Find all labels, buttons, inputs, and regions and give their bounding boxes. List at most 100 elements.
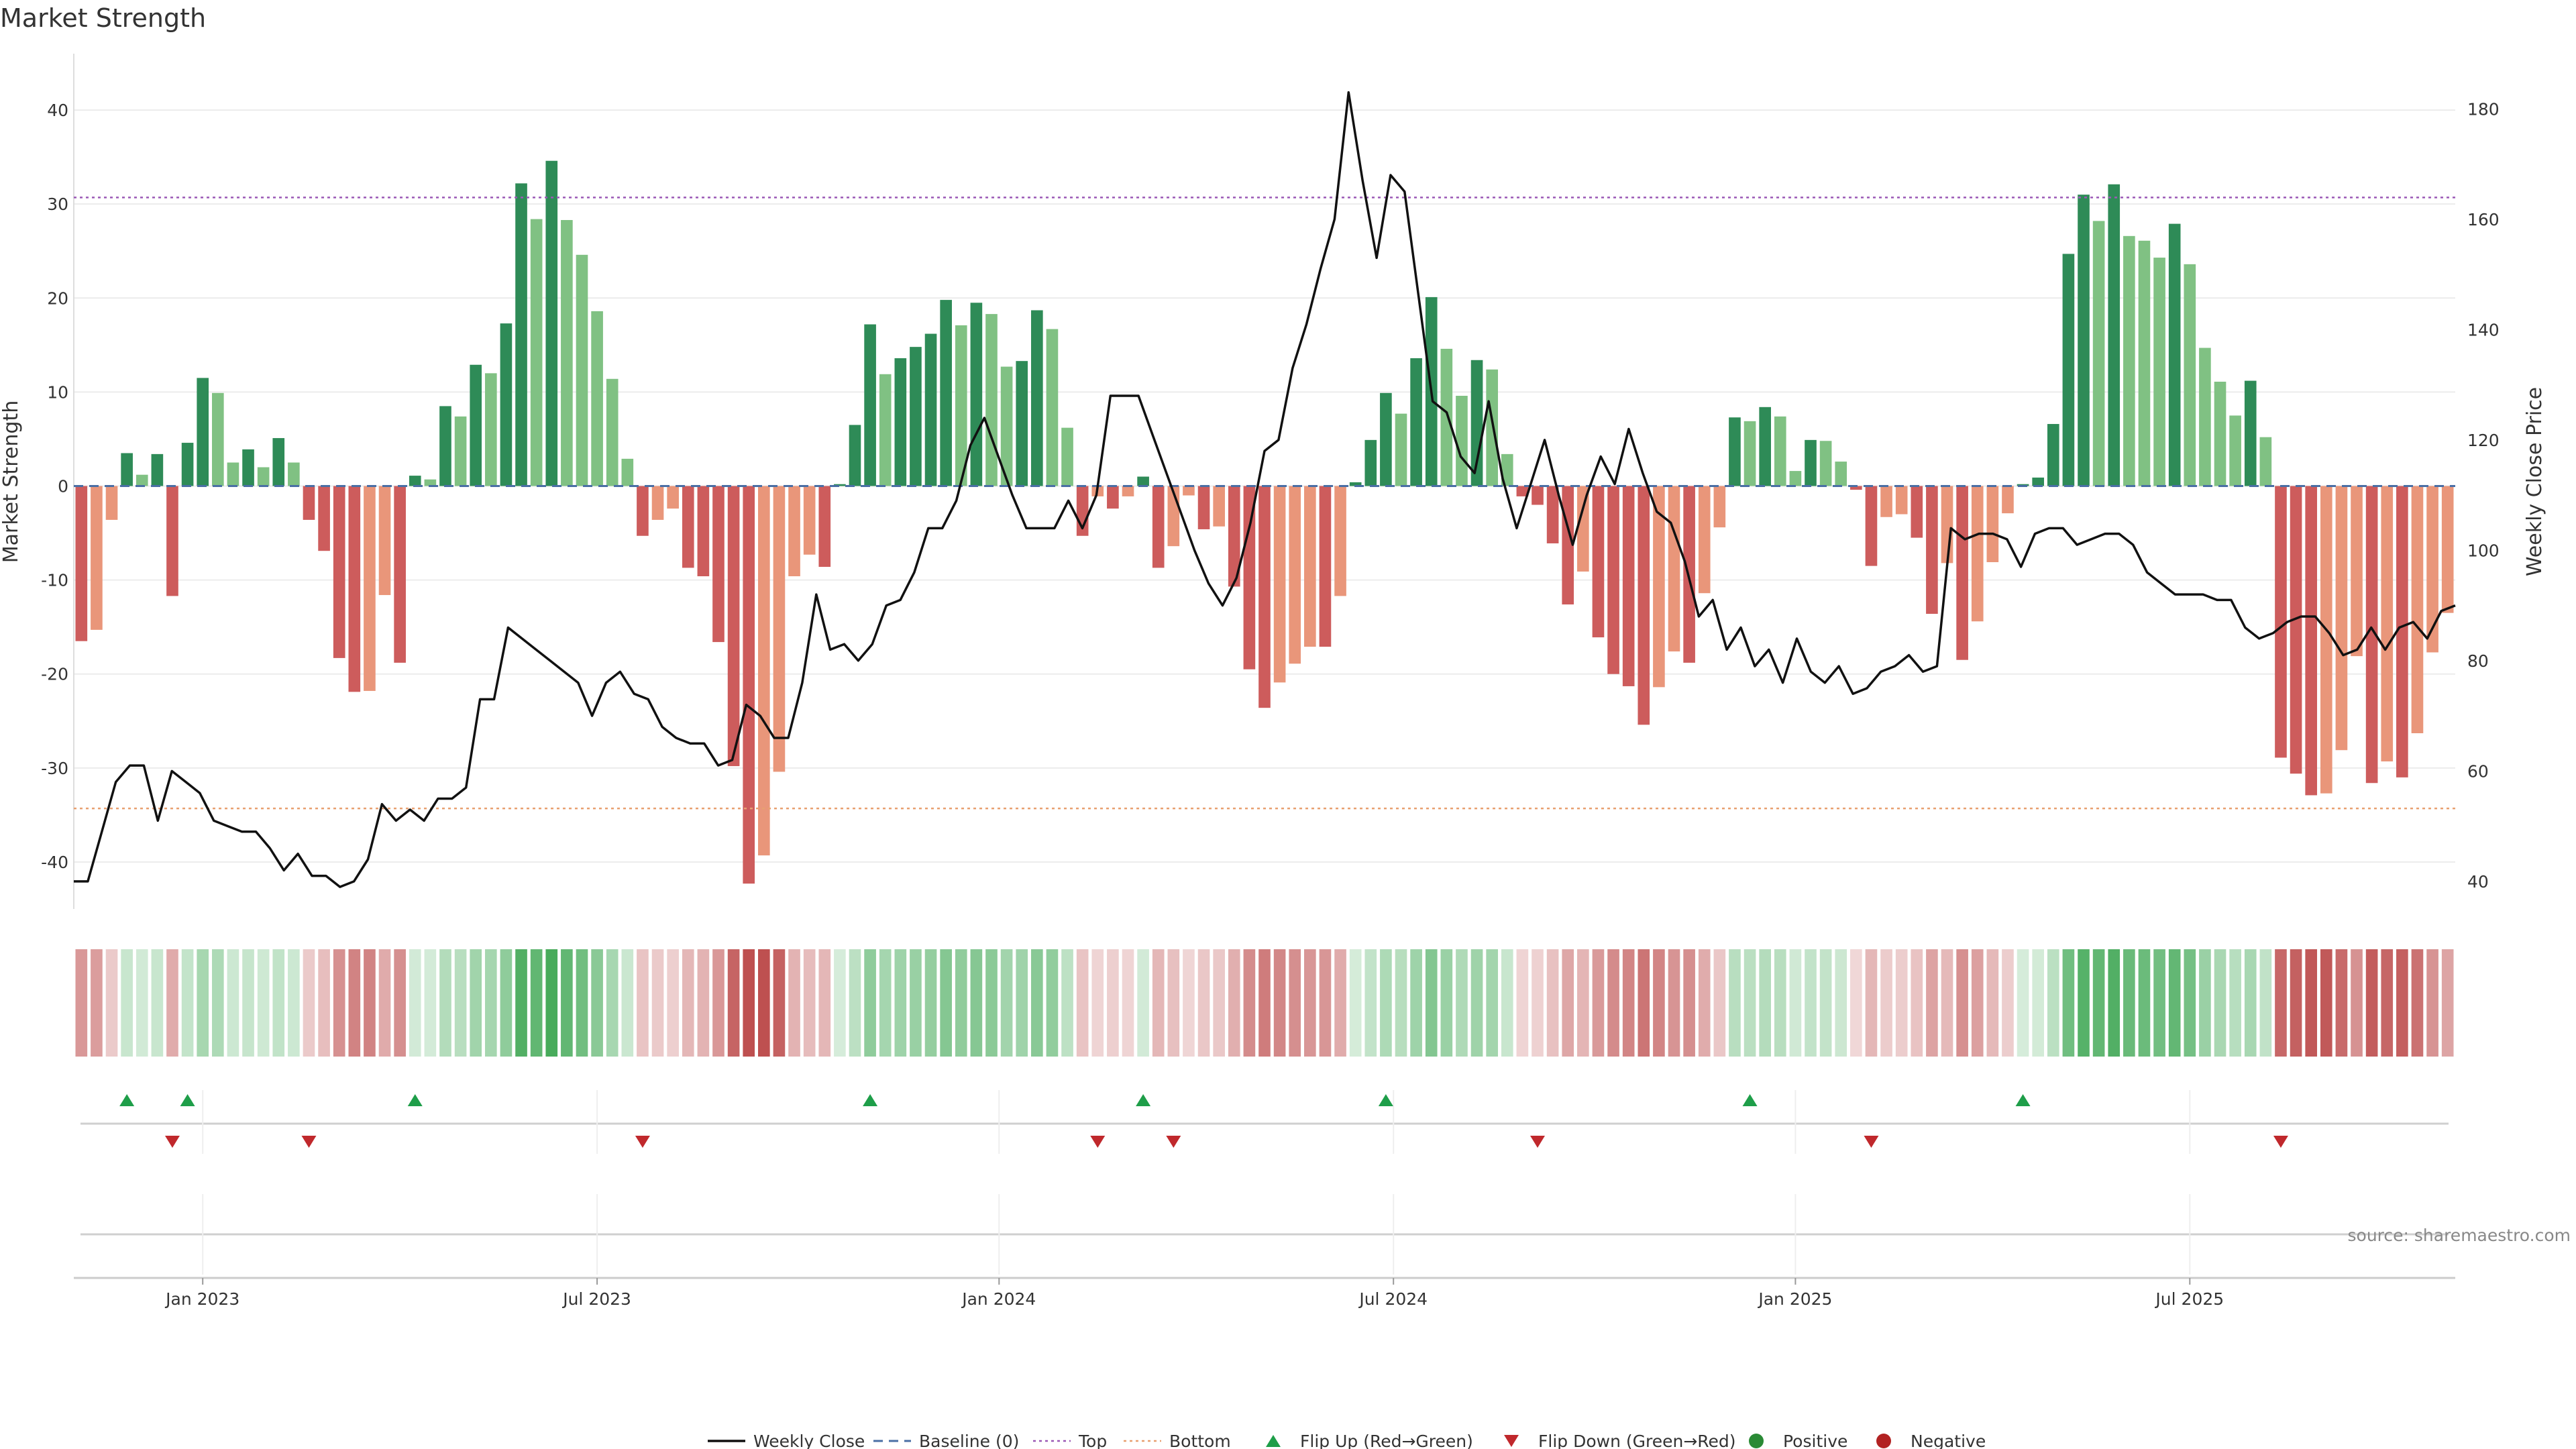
strength-bar xyxy=(2396,486,2408,777)
strength-bar xyxy=(500,323,513,486)
strength-bar xyxy=(955,325,967,486)
strength-bar xyxy=(2351,486,2363,657)
legend-item: Baseline (0) xyxy=(873,1432,1019,1449)
strength-bar xyxy=(1986,486,1999,562)
heat-cell xyxy=(2168,949,2181,1057)
heat-cell xyxy=(1486,949,1498,1057)
strength-bar xyxy=(576,254,588,486)
strength-bar xyxy=(818,486,831,567)
strength-bar xyxy=(1638,486,1650,725)
strength-bar xyxy=(394,486,406,663)
strength-bar xyxy=(424,479,437,486)
strength-bar xyxy=(1501,453,1513,486)
heat-cell xyxy=(1819,949,1832,1057)
heat-cell xyxy=(1743,949,1756,1057)
strength-bar xyxy=(105,486,118,520)
strength-bar xyxy=(561,219,573,486)
strength-bar xyxy=(1729,417,1741,486)
heat-cell xyxy=(1805,949,1817,1057)
heat-cell xyxy=(136,949,148,1057)
y-tick-label: 30 xyxy=(47,195,68,214)
strength-bar xyxy=(2047,424,2059,486)
heat-cell xyxy=(91,949,103,1057)
heat-cell xyxy=(1516,949,1529,1057)
heat-cell xyxy=(227,949,239,1057)
strength-bar xyxy=(257,467,270,486)
heat-cell xyxy=(484,949,497,1057)
strength-bar xyxy=(1865,486,1878,566)
heat-cell xyxy=(637,949,649,1057)
heat-cell xyxy=(2184,949,2196,1057)
strength-bar xyxy=(1304,486,1316,647)
x-tick-label: Jul 2024 xyxy=(1358,1289,1428,1309)
heat-cell xyxy=(1197,949,1210,1057)
heat-cell xyxy=(2290,949,2302,1057)
flip-up-marker xyxy=(119,1094,135,1106)
strength-bar xyxy=(181,443,194,486)
strength-bar xyxy=(788,486,800,577)
strength-bar xyxy=(364,486,376,691)
strength-bar xyxy=(1653,486,1665,688)
heat-cell xyxy=(955,949,967,1057)
flip-down-marker xyxy=(164,1136,180,1148)
strength-bar xyxy=(1061,427,1073,486)
heat-cell xyxy=(606,949,619,1057)
strength-bar xyxy=(1016,361,1028,486)
heat-cell xyxy=(1349,949,1362,1057)
strength-bar xyxy=(1319,486,1332,647)
strength-bar xyxy=(2381,486,2394,762)
heat-cell xyxy=(879,949,892,1057)
heat-cell xyxy=(1835,949,1847,1057)
strength-bar xyxy=(1334,486,1346,596)
y2-tick-label: 180 xyxy=(2467,99,2500,119)
strength-bar xyxy=(637,486,649,536)
legend-item: Bottom xyxy=(1124,1432,1231,1449)
strength-bar xyxy=(2078,195,2090,486)
strength-bar xyxy=(484,373,497,486)
strength-bar xyxy=(1364,439,1377,486)
flip-up-marker xyxy=(863,1094,878,1106)
strength-bar xyxy=(1152,486,1165,568)
strength-bar xyxy=(409,476,421,486)
heat-cell xyxy=(1091,949,1104,1057)
strength-bar xyxy=(1911,486,1923,538)
heat-cell xyxy=(2351,949,2363,1057)
heat-cell xyxy=(2108,949,2121,1057)
heat-cell xyxy=(2275,949,2287,1057)
strength-bar xyxy=(621,458,634,486)
strength-bar xyxy=(1228,486,1240,587)
legend-label: Bottom xyxy=(1169,1432,1231,1449)
legend-swatch-dot xyxy=(1876,1434,1891,1448)
legend-label: Flip Down (Green→Red) xyxy=(1538,1432,1736,1449)
heat-cell xyxy=(834,949,846,1057)
strength-bar xyxy=(1713,486,1726,528)
heat-cell xyxy=(758,949,770,1057)
legend-item: Flip Up (Red→Green) xyxy=(1266,1432,1473,1449)
heat-cell xyxy=(439,949,451,1057)
heat-cell xyxy=(1456,949,1468,1057)
heat-cell xyxy=(682,949,694,1057)
strength-bar xyxy=(2290,486,2302,774)
reference-lines xyxy=(74,197,2455,810)
strength-bar xyxy=(1183,486,1195,496)
legend-label: Baseline (0) xyxy=(919,1432,1019,1449)
heat-cell xyxy=(1850,949,1862,1057)
strength-bar xyxy=(545,160,558,486)
heat-cell xyxy=(1911,949,1923,1057)
heat-cell xyxy=(1183,949,1195,1057)
heat-cell xyxy=(2244,949,2257,1057)
heat-cell xyxy=(272,949,285,1057)
heat-cell xyxy=(2441,949,2454,1057)
heat-cell xyxy=(970,949,983,1057)
heat-cell xyxy=(2062,949,2075,1057)
heat-cell xyxy=(378,949,391,1057)
heat-cell xyxy=(2320,949,2332,1057)
heat-cell xyxy=(257,949,270,1057)
y2-tick-label: 40 xyxy=(2467,872,2489,892)
y-tick-label: 10 xyxy=(47,382,68,402)
strength-bar xyxy=(378,486,391,596)
legend-label: Top xyxy=(1078,1432,1107,1449)
strength-bar xyxy=(348,486,361,692)
flip-down-marker xyxy=(1864,1136,1879,1148)
x-tick-label: Jan 2025 xyxy=(1757,1289,1832,1309)
